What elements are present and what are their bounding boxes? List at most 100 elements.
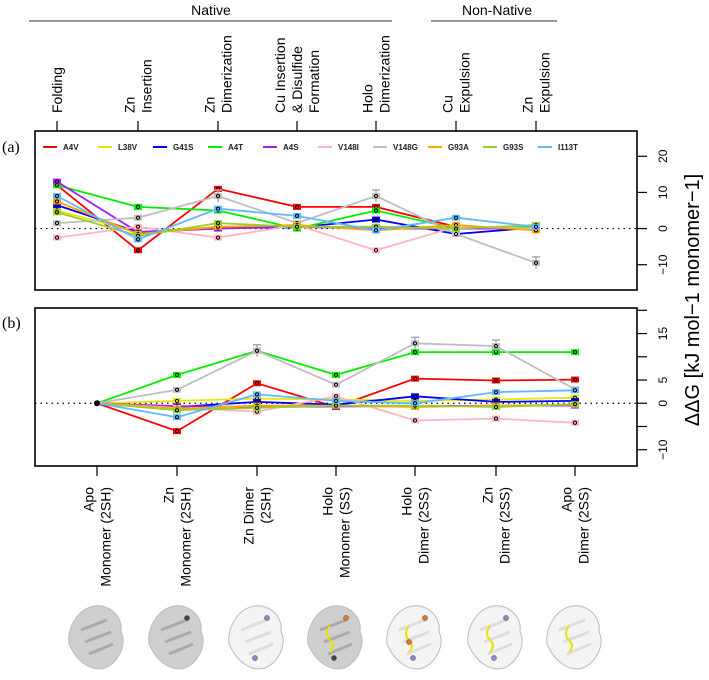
data-point-dot xyxy=(135,204,141,209)
x-label-top-line: Formation xyxy=(306,50,322,113)
x-label-bottom-line: Holo xyxy=(399,487,415,516)
data-point-g41s xyxy=(53,202,61,209)
data-point-g93s xyxy=(173,407,181,414)
data-point-dot xyxy=(254,348,260,353)
data-point-dot xyxy=(254,381,260,386)
data-point-dot xyxy=(453,231,459,237)
x-label-bottom-line: Zn xyxy=(480,487,496,503)
protein-structure-4 xyxy=(307,605,363,670)
data-point-a4t xyxy=(134,203,142,210)
y-tick-label: 0 xyxy=(656,400,670,407)
data-point-v148g xyxy=(411,340,419,347)
data-point-g93s xyxy=(214,220,222,227)
x-label-bottom-line: Apo xyxy=(81,487,97,512)
data-point-dot xyxy=(412,376,418,381)
data-point-dot xyxy=(493,344,499,349)
metal-ion-sphere xyxy=(264,615,270,621)
protein-strands xyxy=(319,618,353,656)
data-point-g93s xyxy=(571,401,579,408)
data-point-dot xyxy=(572,377,578,382)
data-point-i113t xyxy=(372,227,380,234)
x-label-bottom: HoloMonomer (SS) xyxy=(320,487,353,578)
x-label-top: ZnInsertion xyxy=(122,59,155,113)
x-label-bottom: HoloDimer (2SS) xyxy=(399,487,432,564)
data-point-dot xyxy=(135,248,141,253)
data-point-a4t xyxy=(411,349,419,356)
data-point-i113t xyxy=(571,387,579,394)
data-point-a4t xyxy=(492,349,500,356)
x-label-top-line: & Disulfide xyxy=(289,46,305,113)
y-tick-label: 5 xyxy=(656,376,670,383)
legend-label-l38v: L38V xyxy=(118,143,138,152)
x-label-top: HoloDimerization xyxy=(360,35,393,113)
data-point-v148g xyxy=(492,343,500,350)
data-point-g93s xyxy=(53,209,61,216)
x-label-top-line: Holo xyxy=(360,84,376,113)
protein-strands xyxy=(558,618,592,656)
data-point-v148g xyxy=(53,220,61,227)
data-point-i113t xyxy=(492,389,500,396)
x-label-top: CuExpulsion xyxy=(440,52,473,113)
data-point-dot xyxy=(54,193,60,199)
x-label-bottom-line: Dimer (2SS) xyxy=(576,487,592,564)
metal-ion-sphere xyxy=(252,655,258,661)
protein-structure-3 xyxy=(228,605,284,670)
data-point-v148g xyxy=(332,381,340,388)
data-point-dot xyxy=(174,415,180,420)
data-point-i113t xyxy=(53,193,61,200)
x-label-top: ZnDimerization xyxy=(202,35,235,113)
data-point-dot xyxy=(412,350,418,355)
x-label-top-line: Folding xyxy=(49,67,65,113)
metal-ion-sphere xyxy=(343,615,349,621)
data-point-l38v xyxy=(173,397,181,404)
data-point-g41s xyxy=(253,398,261,405)
protein-structure-1 xyxy=(68,605,124,670)
data-point-v148i xyxy=(134,223,142,230)
metal-ion-sphere xyxy=(184,615,190,621)
data-point-i113t xyxy=(332,397,340,404)
x-label-bottom-line: (2SH) xyxy=(258,487,274,524)
data-point-v148g xyxy=(173,386,181,393)
x-label-bottom: ApoMonomer (2SH) xyxy=(81,487,114,587)
y-tick-label: −10 xyxy=(656,254,670,275)
origin-point xyxy=(94,400,100,407)
legend-label-a4s: A4S xyxy=(283,143,299,152)
data-point-dot xyxy=(54,221,60,226)
panel-a: −10 0 10 20 A4V L38V G41S A4T A4S V148I V148G G93A G… xyxy=(35,143,670,275)
x-label-bottom-line: Zn Dimer xyxy=(241,487,257,545)
x-label-bottom-line: Monomer (2SH) xyxy=(98,487,114,587)
x-label-bottom: Zn Dimer(2SH) xyxy=(241,487,274,545)
data-point-dot xyxy=(54,199,60,204)
data-point-dot xyxy=(54,179,60,184)
data-point-i113t xyxy=(452,214,460,221)
data-point-g93s xyxy=(452,225,460,232)
data-point-dot xyxy=(572,388,578,393)
legend-label-g41s: G41S xyxy=(173,143,194,152)
data-point-dot xyxy=(294,213,300,219)
x-label-top-line: Expulsion xyxy=(457,52,473,113)
x-label-top: ZnExpulsion xyxy=(520,52,553,113)
x-label-top-line: Insertion xyxy=(139,59,155,113)
protein-structure-5 xyxy=(386,605,442,670)
data-point-dot xyxy=(533,224,539,229)
data-point-i113t xyxy=(293,212,301,219)
data-point-v148i xyxy=(411,417,419,424)
data-point-g93a xyxy=(53,198,61,205)
legend-label-v148g: V148G xyxy=(393,143,418,152)
data-point-v148i xyxy=(53,234,61,241)
data-point-a4v xyxy=(571,376,579,383)
data-point-v148i xyxy=(372,247,380,254)
data-point-dot xyxy=(135,215,141,220)
data-point-i113t xyxy=(134,236,142,243)
metal-ion-sphere xyxy=(503,615,509,621)
data-point-g93a xyxy=(452,221,460,228)
data-point-g41s xyxy=(411,393,419,400)
data-point-dot xyxy=(174,429,180,434)
group-header-non-native: Non-Native xyxy=(462,2,532,18)
legend-label-g93s: G93S xyxy=(503,143,524,152)
data-point-dot xyxy=(174,398,180,404)
data-point-dot xyxy=(412,401,418,406)
data-point-dot xyxy=(333,398,339,404)
x-label-top-line: Cu xyxy=(440,95,456,113)
data-point-v148g xyxy=(253,347,261,354)
